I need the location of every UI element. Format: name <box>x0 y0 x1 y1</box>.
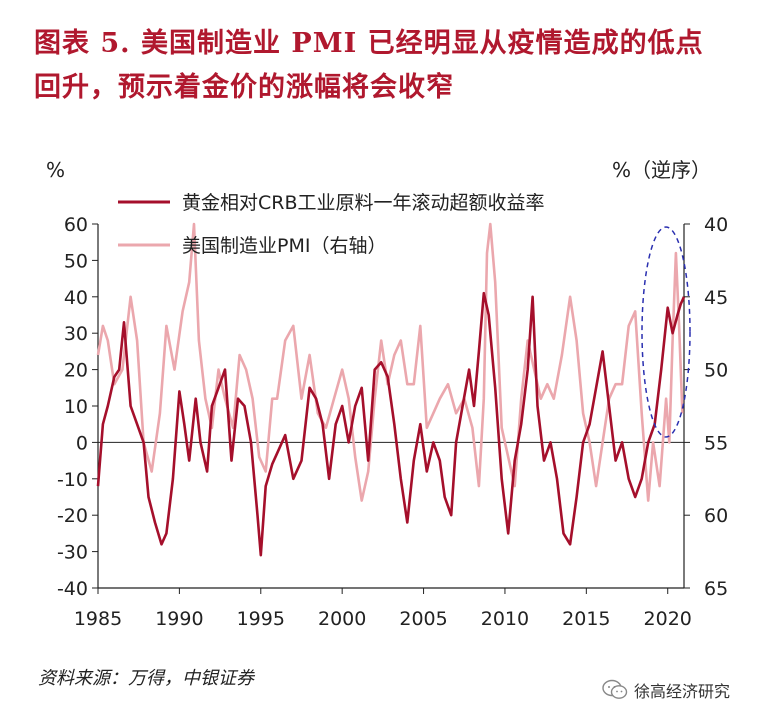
legend-label-pmi: 美国制造业PMI（右轴） <box>182 235 386 257</box>
right-tick-label: 55 <box>704 432 728 454</box>
legend-label-gold: 黄金相对CRB工业原料一年滚动超额收益率 <box>182 192 545 214</box>
left-tick-label: 60 <box>64 214 88 236</box>
x-tick-label: 1990 <box>155 608 203 630</box>
x-axis: 1985 1990 1995 2000 2005 2010 2015 2020 <box>74 587 692 630</box>
chart-area: % %（逆序） -40 -30 -20 -10 0 10 20 30 40 50 60 40 45 50… <box>46 158 728 630</box>
gold-series-line <box>96 291 686 557</box>
legend: 黄金相对CRB工业原料一年滚动超额收益率 美国制造业PMI（右轴） <box>118 192 545 257</box>
title-line-1: 图表 5. 美国制造业 PMI 已经明显从疫情造成的低点 <box>34 28 704 59</box>
right-axis: 40 45 50 55 60 65 <box>683 214 728 600</box>
left-tick-label: -10 <box>57 469 88 491</box>
source-note: 资料来源：万得，中银证券 <box>38 668 254 689</box>
x-tick-label: 1995 <box>237 608 285 630</box>
left-tick-label: -30 <box>57 542 88 564</box>
left-tick-label: 50 <box>64 250 88 272</box>
right-tick-label: 45 <box>704 287 728 309</box>
right-tick-label: 40 <box>704 214 728 236</box>
left-unit-label: % <box>46 158 65 182</box>
left-axis: -40 -30 -20 -10 0 10 20 30 40 50 60 <box>57 214 99 600</box>
right-tick-label: 65 <box>704 578 728 600</box>
wechat-icon <box>602 679 628 699</box>
right-tick-label: 60 <box>704 505 728 527</box>
x-tick-label: 2015 <box>562 608 610 630</box>
x-tick-label: 1985 <box>74 608 122 630</box>
left-tick-label: 40 <box>64 287 88 309</box>
x-tick-label: 2005 <box>399 608 447 630</box>
left-tick-label: 20 <box>64 360 88 382</box>
left-tick-label: -40 <box>57 578 88 600</box>
pmi-series-line <box>96 222 684 502</box>
right-tick-label: 50 <box>704 360 728 382</box>
highlight-ellipse <box>641 226 691 438</box>
x-tick-label: 2010 <box>481 608 529 630</box>
x-tick-label: 2020 <box>644 608 692 630</box>
left-tick-label: 0 <box>76 432 88 454</box>
chart-title: 图表 5. 美国制造业 PMI 已经明显从疫情造成的低点 回升，预示着金价的涨幅… <box>34 22 764 110</box>
right-unit-label: %（逆序） <box>612 158 711 182</box>
left-tick-label: -20 <box>57 505 88 527</box>
title-line-2: 回升，预示着金价的涨幅将会收窄 <box>34 72 454 103</box>
left-tick-label: 10 <box>64 396 88 418</box>
brand: 徐高经济研究 <box>602 678 730 702</box>
left-tick-label: 30 <box>64 323 88 345</box>
brand-name: 徐高经济研究 <box>634 682 731 701</box>
x-tick-label: 2000 <box>318 608 366 630</box>
